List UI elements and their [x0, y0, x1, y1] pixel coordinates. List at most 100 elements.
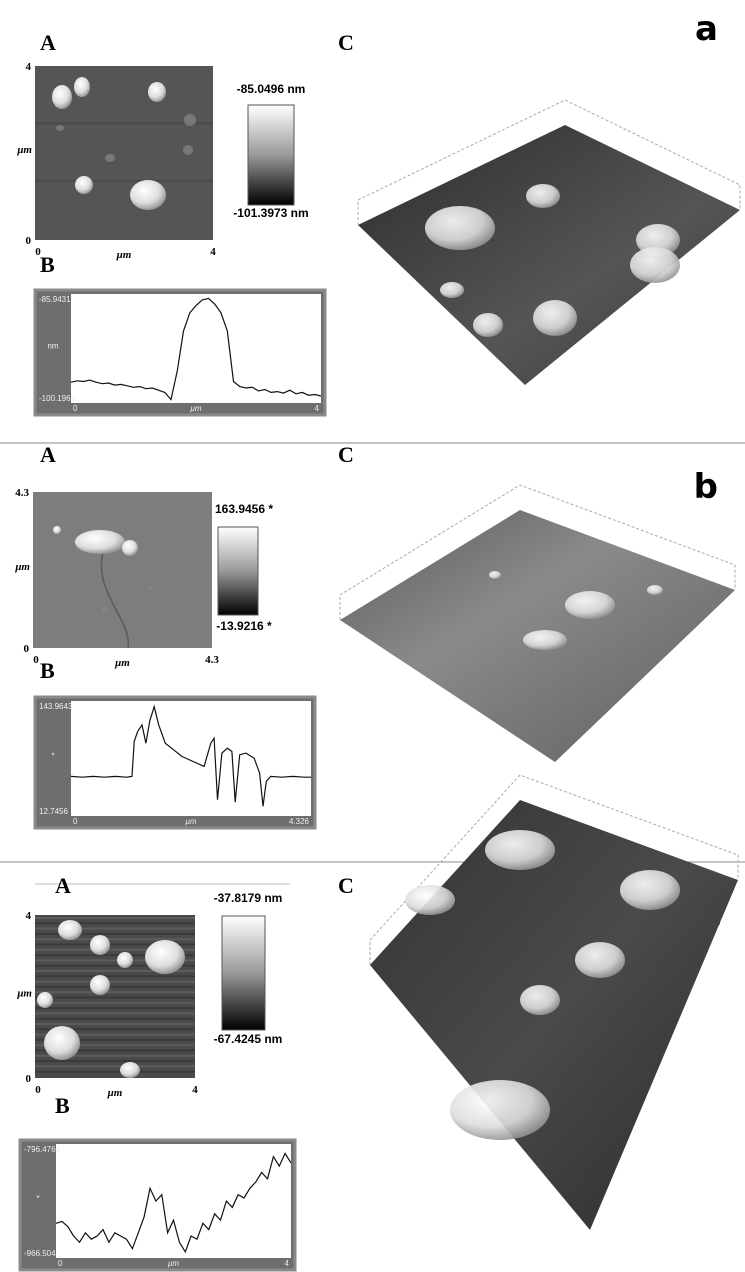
afm-particle	[44, 1026, 80, 1060]
panel-label: B	[55, 1093, 70, 1118]
image-x-unit: μm	[116, 249, 132, 261]
profile-unit: *	[36, 1194, 39, 1203]
afm-spot	[183, 145, 193, 155]
afm-particle	[75, 176, 93, 194]
image-y-bottom: 0	[24, 643, 30, 655]
afm-surface-3d	[358, 125, 740, 385]
image-y-unit: μm	[14, 561, 30, 573]
surface-particle	[620, 870, 680, 910]
color-scale	[248, 105, 294, 205]
profile-x-unit: μm	[167, 1259, 179, 1268]
image-x-unit: μm	[114, 657, 130, 669]
profile-plot	[71, 701, 311, 816]
afm-particle	[53, 526, 61, 534]
panel-label: A	[40, 442, 56, 467]
profile-x-unit: μm	[184, 817, 196, 826]
profile-y-max: 143.9643	[39, 702, 73, 711]
surface-particle	[485, 830, 555, 870]
panel-tag: a	[695, 9, 718, 49]
afm-particle	[130, 180, 166, 210]
image-x-left: 0	[35, 1084, 41, 1096]
profile-y-min: -100.1969	[39, 394, 76, 403]
profile-y-max: -85.9431	[39, 295, 71, 304]
surface-particle	[647, 585, 663, 595]
afm-particle	[90, 975, 110, 995]
color-scale	[218, 527, 258, 615]
profile-x-min: 0	[58, 1259, 63, 1268]
figure: aA40μm0μm4-85.0496 nm-101.3973 nmB-85.94…	[0, 0, 745, 1272]
afm-surface-3d	[370, 800, 738, 1230]
afm-image	[33, 492, 212, 648]
afm-particle	[122, 540, 138, 556]
profile-x-max: 4	[315, 404, 320, 413]
panel-label: C	[338, 30, 354, 55]
image-y-bottom: 0	[26, 1073, 32, 1085]
scale-min: -101.3973 nm	[233, 206, 308, 220]
profile-plot	[71, 294, 321, 403]
page: aA40μm0μm4-85.0496 nm-101.3973 nmB-85.94…	[0, 0, 745, 1272]
image-y-bottom: 0	[26, 235, 32, 247]
surface-particle	[425, 206, 495, 250]
afm-particle	[74, 77, 90, 97]
image-y-top: 4.3	[15, 487, 29, 499]
scale-max: -85.0496 nm	[237, 82, 306, 96]
profile-x-max: 4	[285, 1259, 290, 1268]
afm-particle	[120, 1062, 140, 1078]
scale-max: 163.9456 *	[215, 502, 273, 516]
surface-particle	[526, 184, 560, 208]
surface-particle	[565, 591, 615, 619]
image-x-right: 4	[192, 1084, 198, 1096]
surface-particle	[523, 630, 567, 650]
scale-max: -37.8179 nm	[214, 891, 283, 905]
panel-tag: b	[694, 467, 718, 507]
profile-y-min: -966.504	[24, 1249, 56, 1258]
afm-particle	[90, 935, 110, 955]
image-y-unit: μm	[16, 144, 32, 156]
panel-label: A	[55, 873, 71, 898]
image-y-top: 4	[26, 61, 32, 73]
color-scale	[222, 916, 265, 1030]
profile-x-min: 0	[73, 404, 78, 413]
afm-spot	[184, 114, 196, 126]
scale-min: -67.4245 nm	[214, 1032, 283, 1046]
afm-spot	[148, 586, 152, 590]
panel-label: C	[338, 873, 354, 898]
panel-label: A	[40, 30, 56, 55]
afm-spot	[56, 125, 64, 131]
profile-x-max: 4.326	[289, 817, 310, 826]
profile-x-min: 0	[73, 817, 78, 826]
profile-plot	[56, 1144, 291, 1258]
afm-particle	[117, 952, 133, 968]
image-x-right: 4	[210, 246, 216, 258]
surface-particle	[405, 885, 455, 915]
profile-y-min: 12.7456	[39, 807, 68, 816]
image-y-unit: μm	[16, 988, 32, 1000]
afm-spot	[102, 607, 108, 613]
surface-particle	[450, 1080, 550, 1140]
afm-particle	[37, 992, 53, 1008]
surface-particle	[440, 282, 464, 298]
profile-unit: nm	[47, 342, 58, 351]
panel-label: C	[338, 442, 354, 467]
surface-particle	[533, 300, 577, 336]
afm-particle	[145, 940, 185, 974]
profile-x-unit: μm	[189, 404, 201, 413]
panel-label: B	[40, 252, 55, 277]
profile-unit: *	[51, 752, 54, 761]
afm-particle	[75, 530, 125, 554]
panel-label: B	[40, 658, 55, 683]
afm-particle	[148, 82, 166, 102]
afm-spot	[105, 154, 115, 162]
afm-particle	[52, 85, 72, 109]
image-x-unit: μm	[107, 1087, 123, 1099]
afm-particle	[58, 920, 82, 940]
surface-particle	[630, 247, 680, 283]
image-x-left: 0	[33, 654, 39, 666]
image-x-right: 4.3	[205, 654, 219, 666]
surface-particle	[473, 313, 503, 337]
profile-y-max: -796.4763	[24, 1145, 61, 1154]
image-y-top: 4	[26, 910, 32, 922]
scale-min: -13.9216 *	[216, 619, 272, 633]
surface-particle	[575, 942, 625, 978]
surface-particle	[489, 571, 501, 579]
